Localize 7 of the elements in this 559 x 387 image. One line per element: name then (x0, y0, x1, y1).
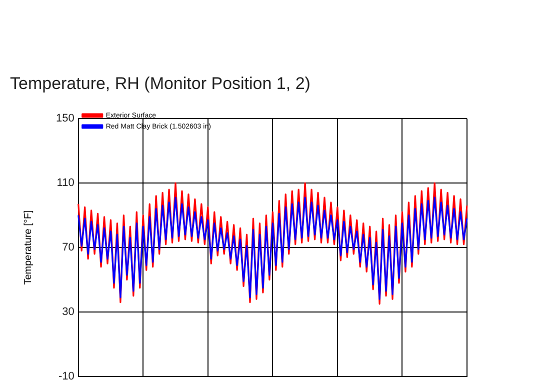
y-tick-label: 150 (56, 112, 74, 125)
y-tick-label: -10 (58, 370, 74, 382)
y-tick-label: 70 (62, 242, 74, 254)
y-tick-label: 30 (62, 306, 74, 318)
y-tick-label: 110 (56, 177, 74, 190)
chart-title: Temperature, RH (Monitor Position 1, 2) (10, 74, 310, 94)
y-axis-title: Temperature [°F] (22, 210, 34, 285)
